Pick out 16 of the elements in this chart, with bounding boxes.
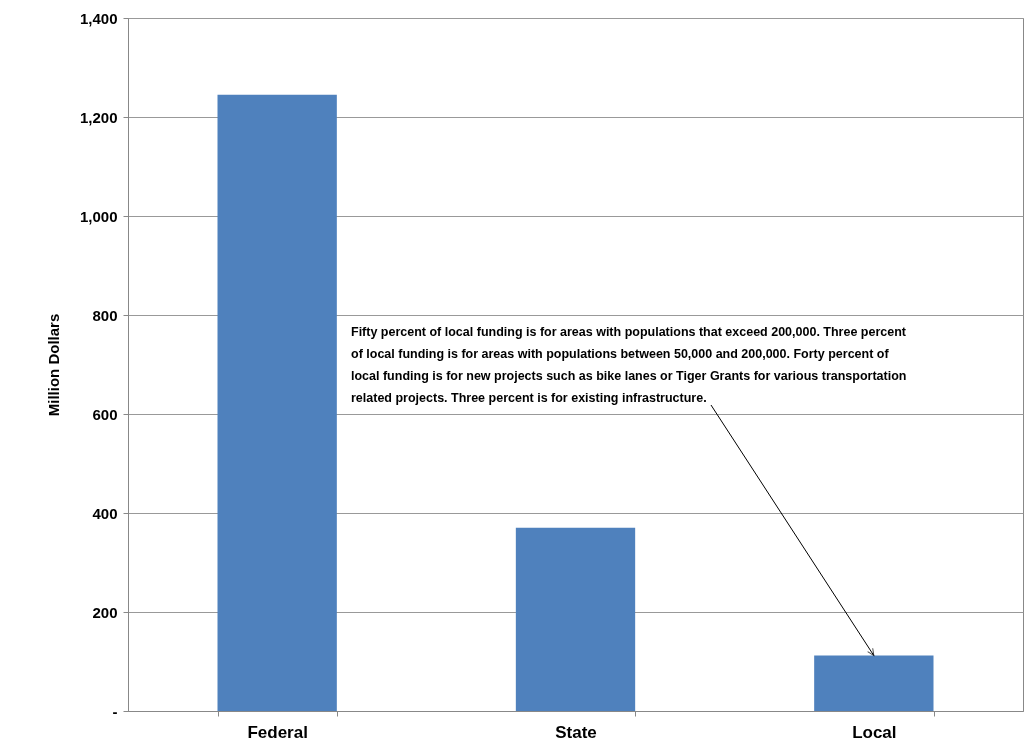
y-tick-label: 200 bbox=[92, 603, 118, 621]
y-tick-label: 400 bbox=[92, 504, 118, 522]
y-tick-label: - bbox=[112, 702, 118, 720]
x-tick-label: Federal bbox=[247, 722, 308, 742]
y-tick-label: 1,000 bbox=[79, 207, 118, 225]
y-tick-label: 1,200 bbox=[79, 108, 118, 126]
bar bbox=[515, 527, 636, 711]
annotation: Fifty percent of local funding is for areas with populations that exceed 200,000. Three percent of local funding is for areas with populations between 50,000 and 200,000. Forty percent of local funding is for new projects such as bike lanes or Tiger Grants for various transportation related projects. Three percent is for existing infrastructure. bbox=[351, 325, 907, 405]
x-tick-label: Local bbox=[852, 722, 897, 742]
y-tick-label: 800 bbox=[92, 306, 118, 324]
bar bbox=[217, 94, 337, 711]
bar bbox=[814, 655, 934, 711]
y-tick-label: 600 bbox=[92, 405, 118, 423]
y-tick-label: 1,400 bbox=[79, 9, 118, 27]
y-axis-title: Million Dollars bbox=[44, 313, 62, 417]
x-tick-label: State bbox=[555, 722, 597, 742]
